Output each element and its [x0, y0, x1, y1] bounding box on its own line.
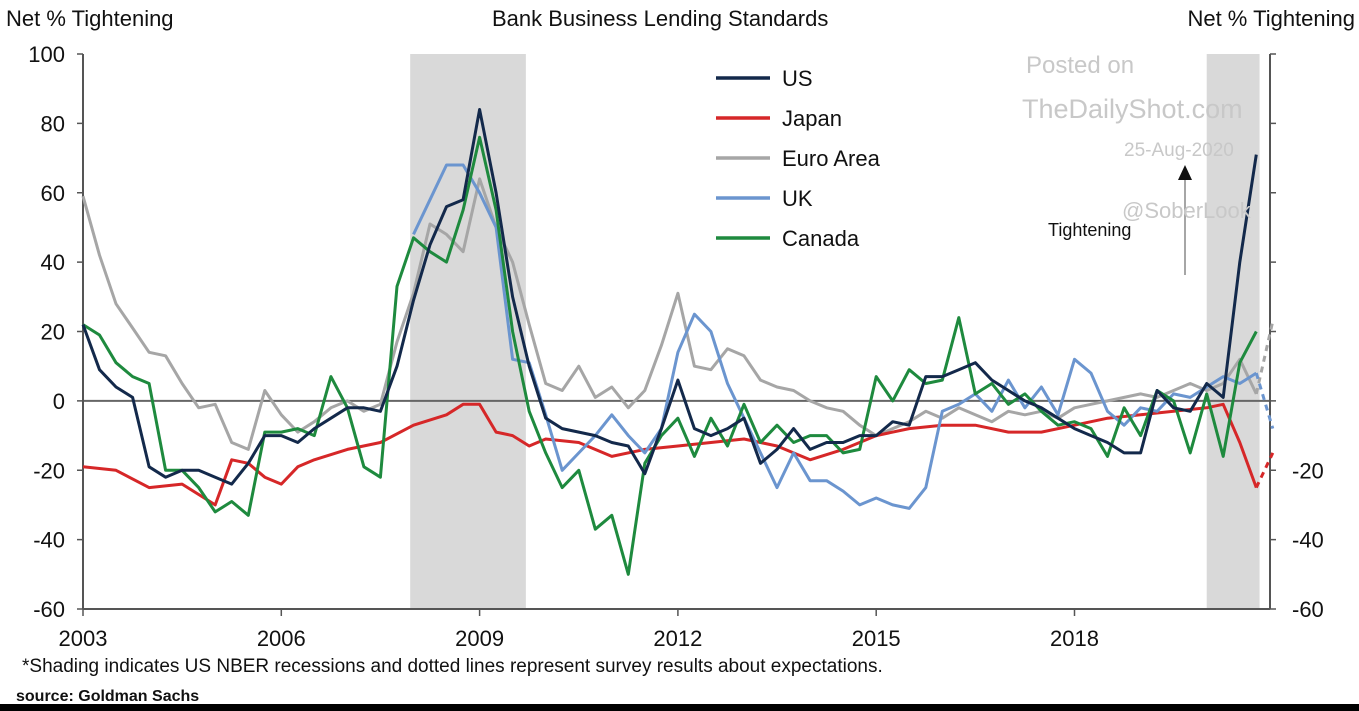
- x-tick-label: 2012: [653, 626, 702, 651]
- arrow-up-icon: [1178, 165, 1192, 180]
- legend-label-japan: Japan: [782, 106, 842, 131]
- legend-label-uk: UK: [782, 186, 813, 211]
- y-tick-label-left: 0: [53, 389, 65, 414]
- y-tick-label-right: -20: [1292, 458, 1324, 483]
- y-tick-label-left: 40: [41, 250, 65, 275]
- y-axis-label-right: Net % Tightening: [1187, 6, 1355, 31]
- watermark-line: 25-Aug-2020: [1124, 140, 1234, 161]
- series-lines: [81, 108, 1275, 576]
- y-tick-label-left: 20: [41, 320, 65, 345]
- x-tick-label: 2018: [1050, 626, 1099, 651]
- series-line-us: [81, 108, 1258, 486]
- legend-label-euro-area: Euro Area: [782, 146, 881, 171]
- x-tick-label: 2003: [59, 626, 108, 651]
- x-tick-label: 2006: [257, 626, 306, 651]
- series-line-euro-area: [81, 177, 1258, 451]
- y-tick-label-left: 100: [28, 42, 65, 67]
- recession-band: [410, 54, 526, 609]
- y-axis-label-left: Net % Tightening: [6, 6, 174, 31]
- footnote: *Shading indicates US NBER recessions an…: [22, 656, 883, 677]
- axes: -60 -40 -20 0 20 40 60 80 100 -20 -40 -60 2003 2006 20…: [28, 42, 1324, 651]
- y-tick-label-right: -60: [1292, 597, 1324, 622]
- source-note: source: Goldman Sachs: [16, 688, 200, 705]
- watermark-line: @SoberLook: [1122, 198, 1251, 223]
- series-line-canada: [82, 135, 1258, 576]
- expectation-line-uk: [1254, 372, 1275, 430]
- legend: US Japan Euro Area UK Canada: [716, 66, 881, 251]
- watermark-line: Posted on: [1026, 52, 1135, 79]
- y-tick-label-left: -40: [33, 528, 65, 553]
- tightening-annotation: Tightening: [1048, 165, 1192, 275]
- series-line-uk: [412, 163, 1258, 510]
- recession-shading: [410, 54, 1260, 609]
- legend-label-us: US: [782, 66, 813, 91]
- tightening-label: Tightening: [1048, 220, 1131, 240]
- y-tick-label-right: -40: [1292, 528, 1324, 553]
- y-tick-label-left: -60: [33, 597, 65, 622]
- bottom-border: [0, 704, 1359, 711]
- recession-band: [1206, 54, 1260, 609]
- chart-title: Bank Business Lending Standards: [492, 6, 829, 31]
- y-tick-label-left: -20: [33, 458, 65, 483]
- y-tick-label-left: 80: [41, 111, 65, 136]
- x-tick-label: 2009: [455, 626, 504, 651]
- watermark-line: TheDailyShot.com: [1022, 94, 1243, 124]
- x-tick-label: 2015: [852, 626, 901, 651]
- y-tick-label-left: 60: [41, 181, 65, 206]
- expectation-line-euro-area: [1254, 320, 1275, 395]
- series-line-japan: [82, 402, 1258, 507]
- legend-label-canada: Canada: [782, 226, 860, 251]
